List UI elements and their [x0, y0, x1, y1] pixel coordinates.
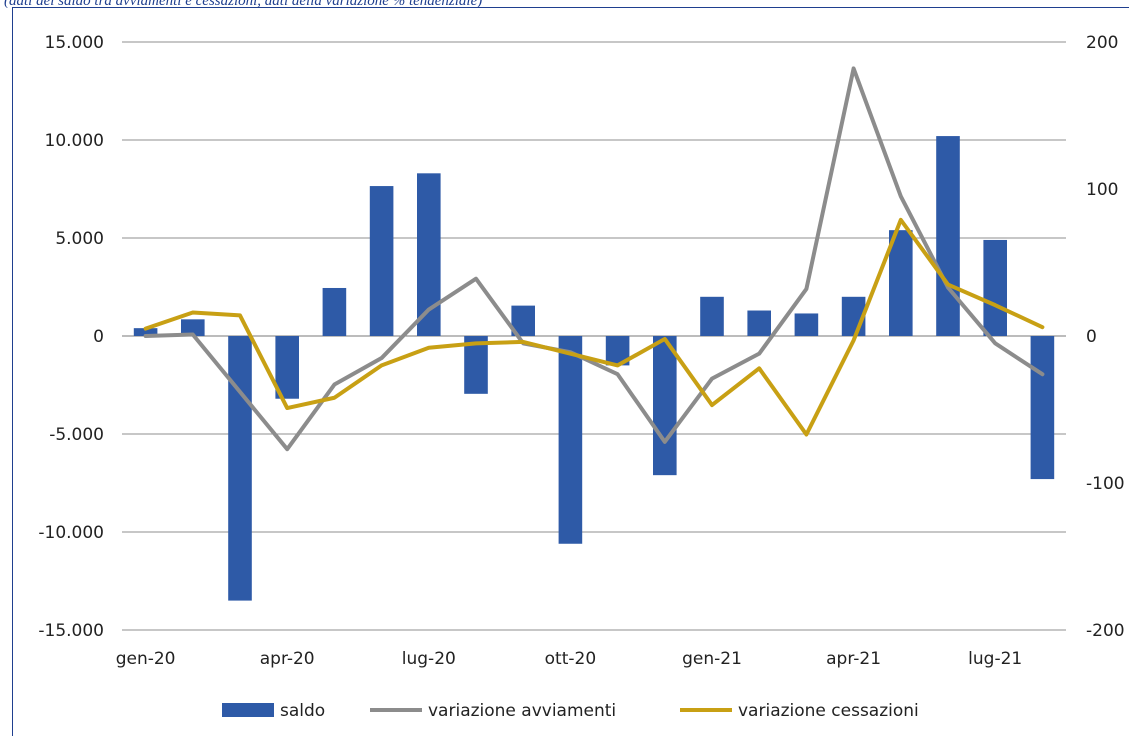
gridlines	[122, 41, 1066, 631]
line-variazione-cessazioni	[143, 217, 1045, 437]
chart-subtitle: (dati del saldo tra avviamenti e cessazi…	[4, 0, 483, 8]
bar-apr-20	[275, 336, 299, 399]
bar-giu-21	[936, 136, 960, 336]
x-axis-tick-label: gen-20	[116, 649, 176, 669]
bar-lug-20	[417, 173, 441, 336]
left-axis-tick-label: -5.000	[49, 425, 104, 445]
left-axis-tick-label: 15.000	[45, 33, 104, 53]
bar-gen-21	[700, 296, 724, 336]
x-axis-tick-label: ott-20	[545, 649, 597, 669]
legend-label-saldo: saldo	[280, 701, 325, 721]
bar-nov-20	[605, 336, 630, 366]
left-axis-tick-label: -15.000	[38, 621, 104, 641]
series-lines	[143, 66, 1045, 452]
x-axis-tick-label: gen-21	[682, 649, 742, 669]
legend-swatch-saldo	[222, 703, 274, 717]
x-axis-tick-label: lug-20	[402, 649, 456, 669]
bar-set-20	[511, 305, 535, 336]
right-axis-tick-label: 0	[1086, 327, 1097, 347]
left-axis-tick-label: 0	[93, 327, 104, 347]
bar-lug-21	[983, 239, 1007, 336]
bar-gen-20	[133, 328, 158, 336]
right-axis-tick-label: 200	[1086, 33, 1118, 53]
bar-mar-21	[794, 313, 819, 336]
bar-feb-20	[181, 319, 205, 336]
right-axis-ticks: 200 100 0 -100 -200	[1086, 33, 1125, 641]
legend-label-variazione-avviamenti: variazione avviamenti	[428, 701, 616, 721]
right-axis-tick-label: -200	[1086, 621, 1125, 641]
legend: saldo variazione avviamenti variazione ces…	[222, 701, 919, 721]
x-axis-tick-label: lug-21	[968, 649, 1022, 669]
bar-ago-20	[464, 336, 488, 394]
x-axis-ticks: gen-20 apr-20 lug-20 ott-20 gen-21 apr-21 lug-…	[116, 649, 1023, 669]
bar-ott-20	[558, 336, 583, 544]
left-axis-tick-label: -10.000	[38, 523, 104, 543]
chart-frame	[12, 7, 1129, 736]
line-variazione-avviamenti	[143, 66, 1045, 452]
left-axis-tick-label: 10.000	[45, 131, 104, 151]
left-axis-tick-label: 5.000	[55, 229, 104, 249]
x-axis-tick-label: apr-21	[826, 649, 881, 669]
bar-feb-21	[747, 310, 771, 336]
right-axis-tick-label: 100	[1086, 180, 1118, 200]
bar-ago-21	[1030, 336, 1055, 480]
legend-label-variazione-cessazioni: variazione cessazioni	[738, 701, 919, 721]
bar-mar-20	[228, 336, 252, 601]
saldo-bars	[133, 136, 1055, 601]
left-axis-ticks: 15.000 10.000 5.000 0 -5.000 -10.000 -15.000	[38, 33, 104, 641]
bar-giu-20	[369, 186, 394, 336]
bar-mag-21	[889, 230, 913, 336]
right-axis-tick-label: -100	[1086, 474, 1125, 494]
x-axis-tick-label: apr-20	[260, 649, 315, 669]
bar-dic-20	[653, 336, 677, 476]
bar-mag-20	[322, 287, 347, 336]
